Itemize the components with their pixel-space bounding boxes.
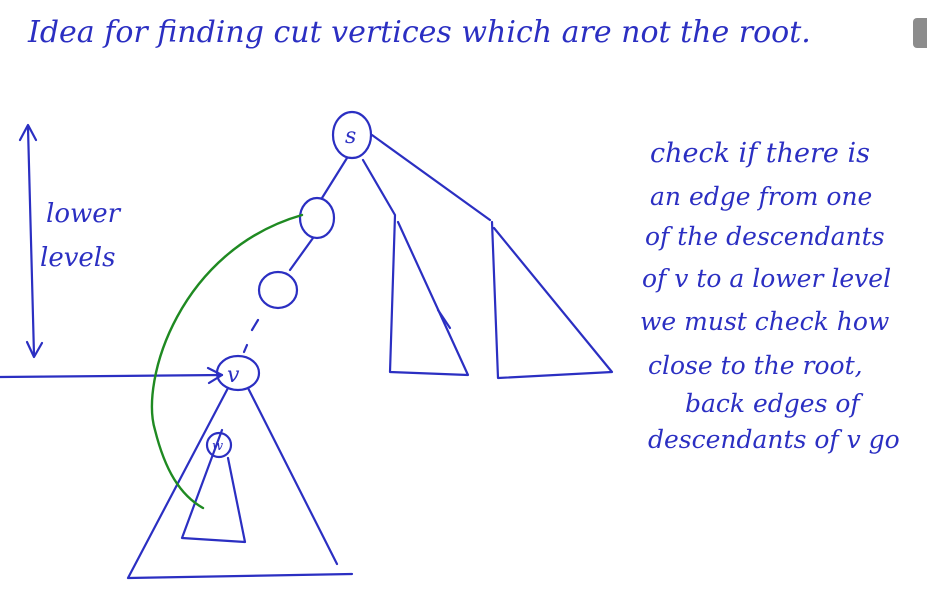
v-subtree: [126, 386, 354, 580]
note-line-8: descendants of v go: [648, 425, 900, 454]
w-node: w: [205, 431, 233, 459]
right-subtrees: [361, 133, 614, 380]
scroll-tab[interactable]: [913, 18, 927, 48]
root-node: s: [331, 110, 373, 160]
right-note: check if there is an edge from one of th…: [640, 138, 900, 454]
note-line-3: of the descendants: [645, 222, 885, 251]
note-line-7: back edges of: [685, 389, 863, 418]
note-line-1: check if there is: [650, 138, 870, 169]
left-label-line-1: lower: [46, 199, 122, 229]
note-line-5: we must check how: [640, 307, 889, 336]
level-arrow: [0, 366, 224, 385]
note-line-2: an edge from one: [650, 182, 872, 211]
note-line-4: of v to a lower level: [642, 264, 891, 293]
root-label: s: [345, 124, 356, 149]
back-edge: [150, 213, 304, 510]
levels-arrow: [18, 123, 44, 359]
ancestor-node-2: [257, 270, 299, 310]
w-label: w: [212, 439, 223, 454]
v-label: v: [227, 363, 240, 388]
left-label-line-2: levels: [40, 243, 115, 273]
title-text: Idea for finding cut vertices which are …: [27, 15, 811, 50]
v-node: v: [215, 354, 261, 392]
ancestor-node-1: [298, 196, 336, 240]
note-line-6: close to the root,: [648, 351, 863, 380]
tree-edges: [242, 156, 349, 354]
